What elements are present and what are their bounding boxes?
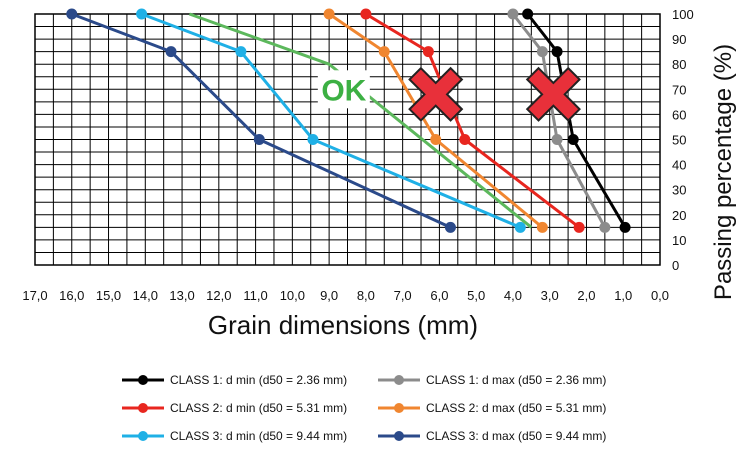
data-point xyxy=(536,221,548,233)
x-tick-label: 14,0 xyxy=(133,288,158,303)
plot-frame xyxy=(34,13,661,266)
data-point xyxy=(430,134,442,145)
legend-label: CLASS 3: d min (d50 = 9.44 mm) xyxy=(170,429,348,443)
legend-line-marker-icon xyxy=(376,400,422,416)
series-5 xyxy=(136,8,526,233)
legend-label: CLASS 1: d min (d50 = 2.36 mm) xyxy=(170,373,348,387)
x-tick-label: 9,0 xyxy=(320,288,338,303)
legend-row: CLASS 2: d min (d50 = 5.31 mm) CLASS 2: d… xyxy=(120,400,680,416)
y-tick-label: 100 xyxy=(672,7,694,22)
data-point xyxy=(536,46,548,58)
red-cross-icon: ✖ xyxy=(408,66,464,122)
plot-background xyxy=(0,0,750,372)
legend-line-marker-icon xyxy=(376,372,422,388)
data-point xyxy=(459,134,471,145)
legend-label: CLASS 2: d max (d50 = 5.31 mm) xyxy=(426,401,607,415)
legend-line-marker-icon xyxy=(376,428,422,444)
series-line xyxy=(71,12,452,229)
data-point xyxy=(551,46,563,58)
x-axis-title: Grain dimensions (mm) xyxy=(208,310,478,340)
legend-line-marker-icon xyxy=(120,428,166,444)
x-tick-label: 6,0 xyxy=(430,288,448,303)
x-tick-label: 15,0 xyxy=(96,288,121,303)
legend-entry: CLASS 3: d min (d50 = 9.44 mm) xyxy=(120,428,347,444)
data-point xyxy=(522,8,534,20)
x-tick-label: 7,0 xyxy=(394,288,412,303)
series-4 xyxy=(323,8,548,233)
grid xyxy=(34,13,661,266)
legend-entry: CLASS 3: d max (d50 = 9.44 mm) xyxy=(376,428,606,444)
x-tick-label: 2,0 xyxy=(577,288,595,303)
legend-row: CLASS 3: d min (d50 = 9.44 mm) CLASS 3: d… xyxy=(120,428,680,444)
legend-label: CLASS 3: d max (d50 = 9.44 mm) xyxy=(426,429,607,443)
series-line xyxy=(188,12,533,229)
ok-label: OK xyxy=(321,74,366,107)
ok-label-background xyxy=(317,70,370,109)
y-axis-title: Passing percentage (%) xyxy=(710,44,737,300)
legend-label: CLASS 1: d max (d50 = 2.36 mm) xyxy=(426,373,607,387)
y-tick-label: 70 xyxy=(672,82,686,97)
data-point xyxy=(235,46,247,58)
y-tick-labels: 0 10 20 30 40 50 60 70 80 90 100 xyxy=(672,7,694,273)
data-point xyxy=(378,46,390,58)
red-cross-icon: ✖ xyxy=(525,66,581,122)
data-point xyxy=(514,221,526,233)
x-tick-label: 1,0 xyxy=(614,288,632,303)
x-tick-label: 4,0 xyxy=(504,288,522,303)
x-tick-label: 11,0 xyxy=(243,288,267,303)
data-point xyxy=(573,221,585,233)
series-line xyxy=(328,12,544,229)
x-tick-label: 5,0 xyxy=(467,288,485,303)
legend-entry: CLASS 2: d min (d50 = 5.31 mm) xyxy=(120,400,347,416)
data-point xyxy=(507,8,519,20)
series-line xyxy=(141,12,521,229)
reference-line xyxy=(188,12,533,229)
data-point xyxy=(551,134,563,145)
grain-size-chart: 17,0 16,0 15,0 14,0 13,0 12,0 11,0 10,0 9,0 8,0 7,… xyxy=(0,0,750,372)
x-tick-label: 16,0 xyxy=(59,288,84,303)
legend-entry: CLASS 1: d max (d50 = 2.36 mm) xyxy=(376,372,606,388)
y-tick-label: 10 xyxy=(672,233,686,248)
data-point xyxy=(136,8,148,20)
legend-row: CLASS 1: d min (d50 = 2.36 mm) CLASS 1: d… xyxy=(120,372,680,388)
y-tick-label: 40 xyxy=(672,158,686,173)
x-tick-label: 13,0 xyxy=(169,288,194,303)
y-tick-label: 0 xyxy=(672,258,679,273)
cross-shape xyxy=(525,66,581,122)
y-tick-label: 90 xyxy=(672,32,686,47)
x-tick-label: 3,0 xyxy=(541,288,559,303)
data-point xyxy=(66,8,78,20)
legend-entry: CLASS 1: d min (d50 = 2.36 mm) xyxy=(120,372,347,388)
cross-shape xyxy=(408,66,464,122)
data-point xyxy=(253,134,265,145)
y-tick-label: 50 xyxy=(672,133,686,148)
data-point xyxy=(165,46,177,58)
data-point xyxy=(599,221,611,233)
x-tick-label: 0,0 xyxy=(651,288,669,303)
data-point xyxy=(619,221,631,233)
x-tick-label: 17,0 xyxy=(22,288,47,303)
y-tick-label: 30 xyxy=(672,183,686,198)
data-point xyxy=(323,8,335,20)
x-tick-label: 8,0 xyxy=(357,288,375,303)
x-tick-label: 10,0 xyxy=(280,288,305,303)
data-point xyxy=(360,8,372,20)
data-point xyxy=(444,221,456,233)
y-tick-label: 20 xyxy=(672,208,686,223)
data-point xyxy=(422,46,434,58)
y-tick-label: 80 xyxy=(672,57,686,72)
data-point xyxy=(307,134,319,145)
x-tick-label: 12,0 xyxy=(206,288,231,303)
legend-label: CLASS 2: d min (d50 = 5.31 mm) xyxy=(170,401,348,415)
y-tick-label: 60 xyxy=(672,107,686,122)
annotations: OK ✖ ✖ xyxy=(317,66,581,122)
legend-line-marker-icon xyxy=(120,400,166,416)
data-point xyxy=(567,134,579,145)
x-tick-labels: 17,0 16,0 15,0 14,0 13,0 12,0 11,0 10,0 9,0 8,0 7,… xyxy=(22,288,669,303)
series-6 xyxy=(66,8,456,233)
legend-entry: CLASS 2: d max (d50 = 5.31 mm) xyxy=(376,400,606,416)
legend-line-marker-icon xyxy=(120,372,166,388)
